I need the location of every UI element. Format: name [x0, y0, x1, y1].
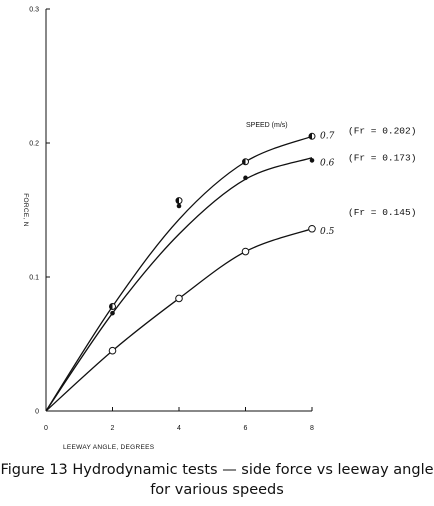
data-point [109, 302, 116, 310]
data-point [110, 310, 115, 316]
series-labels: SPEED (m/s) 0.7 (Fr = 0.202) 0.6 (Fr = 0.173… [246, 122, 416, 237]
froude-label: (Fr = 0.202) [348, 125, 416, 136]
data-point [308, 224, 316, 233]
froude-label: (Fr = 0.173) [348, 152, 416, 163]
data-point [242, 158, 249, 166]
data-point-fill [109, 303, 113, 310]
data-markers [108, 132, 316, 355]
x-axis-title: LEEWAY ANGLE, DEGREES [63, 444, 155, 451]
caption-line-1: Figure 13 Hydrodynamic tests — side forc… [0, 462, 434, 478]
series-label: 0.6 [320, 158, 335, 168]
x-tick-label: 2 [111, 425, 115, 432]
chart: 0 2 4 6 8 0 0.1 0.2 0.3 LEEWAY ANGLE, DEGREES FORC… [22, 7, 416, 452]
data-point [108, 346, 117, 355]
data-point [308, 132, 316, 140]
x-tick-label: 8 [310, 425, 314, 432]
x-tick-label: 4 [177, 425, 181, 432]
series-curve-0.5 [45, 228, 313, 412]
data-point [243, 175, 248, 181]
data-point-fill [242, 158, 246, 165]
series-label: 0.7 [320, 131, 335, 141]
froude-label: (Fr = 0.145) [348, 207, 416, 218]
data-point [241, 247, 250, 256]
y-tick-label: 0.3 [29, 7, 39, 14]
series-curve-0.7 [45, 135, 313, 412]
data-point-fill [309, 133, 312, 140]
caption-line-2: for various speeds [150, 482, 284, 498]
y-tick-label: 0.1 [29, 275, 39, 282]
series-curves [45, 135, 313, 412]
y-axis-title: FORCE, N [22, 193, 29, 226]
data-point [176, 203, 182, 209]
data-point [309, 158, 315, 163]
series-curve-0.6 [45, 157, 313, 412]
axes: 0 2 4 6 8 0 0.1 0.2 0.3 LEEWAY ANGLE, DEGREES FORC… [22, 7, 314, 452]
x-tick-label: 6 [244, 425, 248, 432]
figure-caption: Figure 13 Hydrodynamic tests — side forc… [0, 460, 434, 500]
y-tick-label: 0 [35, 409, 39, 416]
y-tick-label: 0.2 [29, 141, 39, 148]
x-tick-label: 0 [44, 425, 48, 432]
series-label: 0.5 [320, 227, 335, 237]
data-point-fill [176, 197, 179, 204]
data-point [175, 294, 183, 303]
legend-title: SPEED (m/s) [246, 122, 288, 129]
data-point [175, 197, 183, 205]
